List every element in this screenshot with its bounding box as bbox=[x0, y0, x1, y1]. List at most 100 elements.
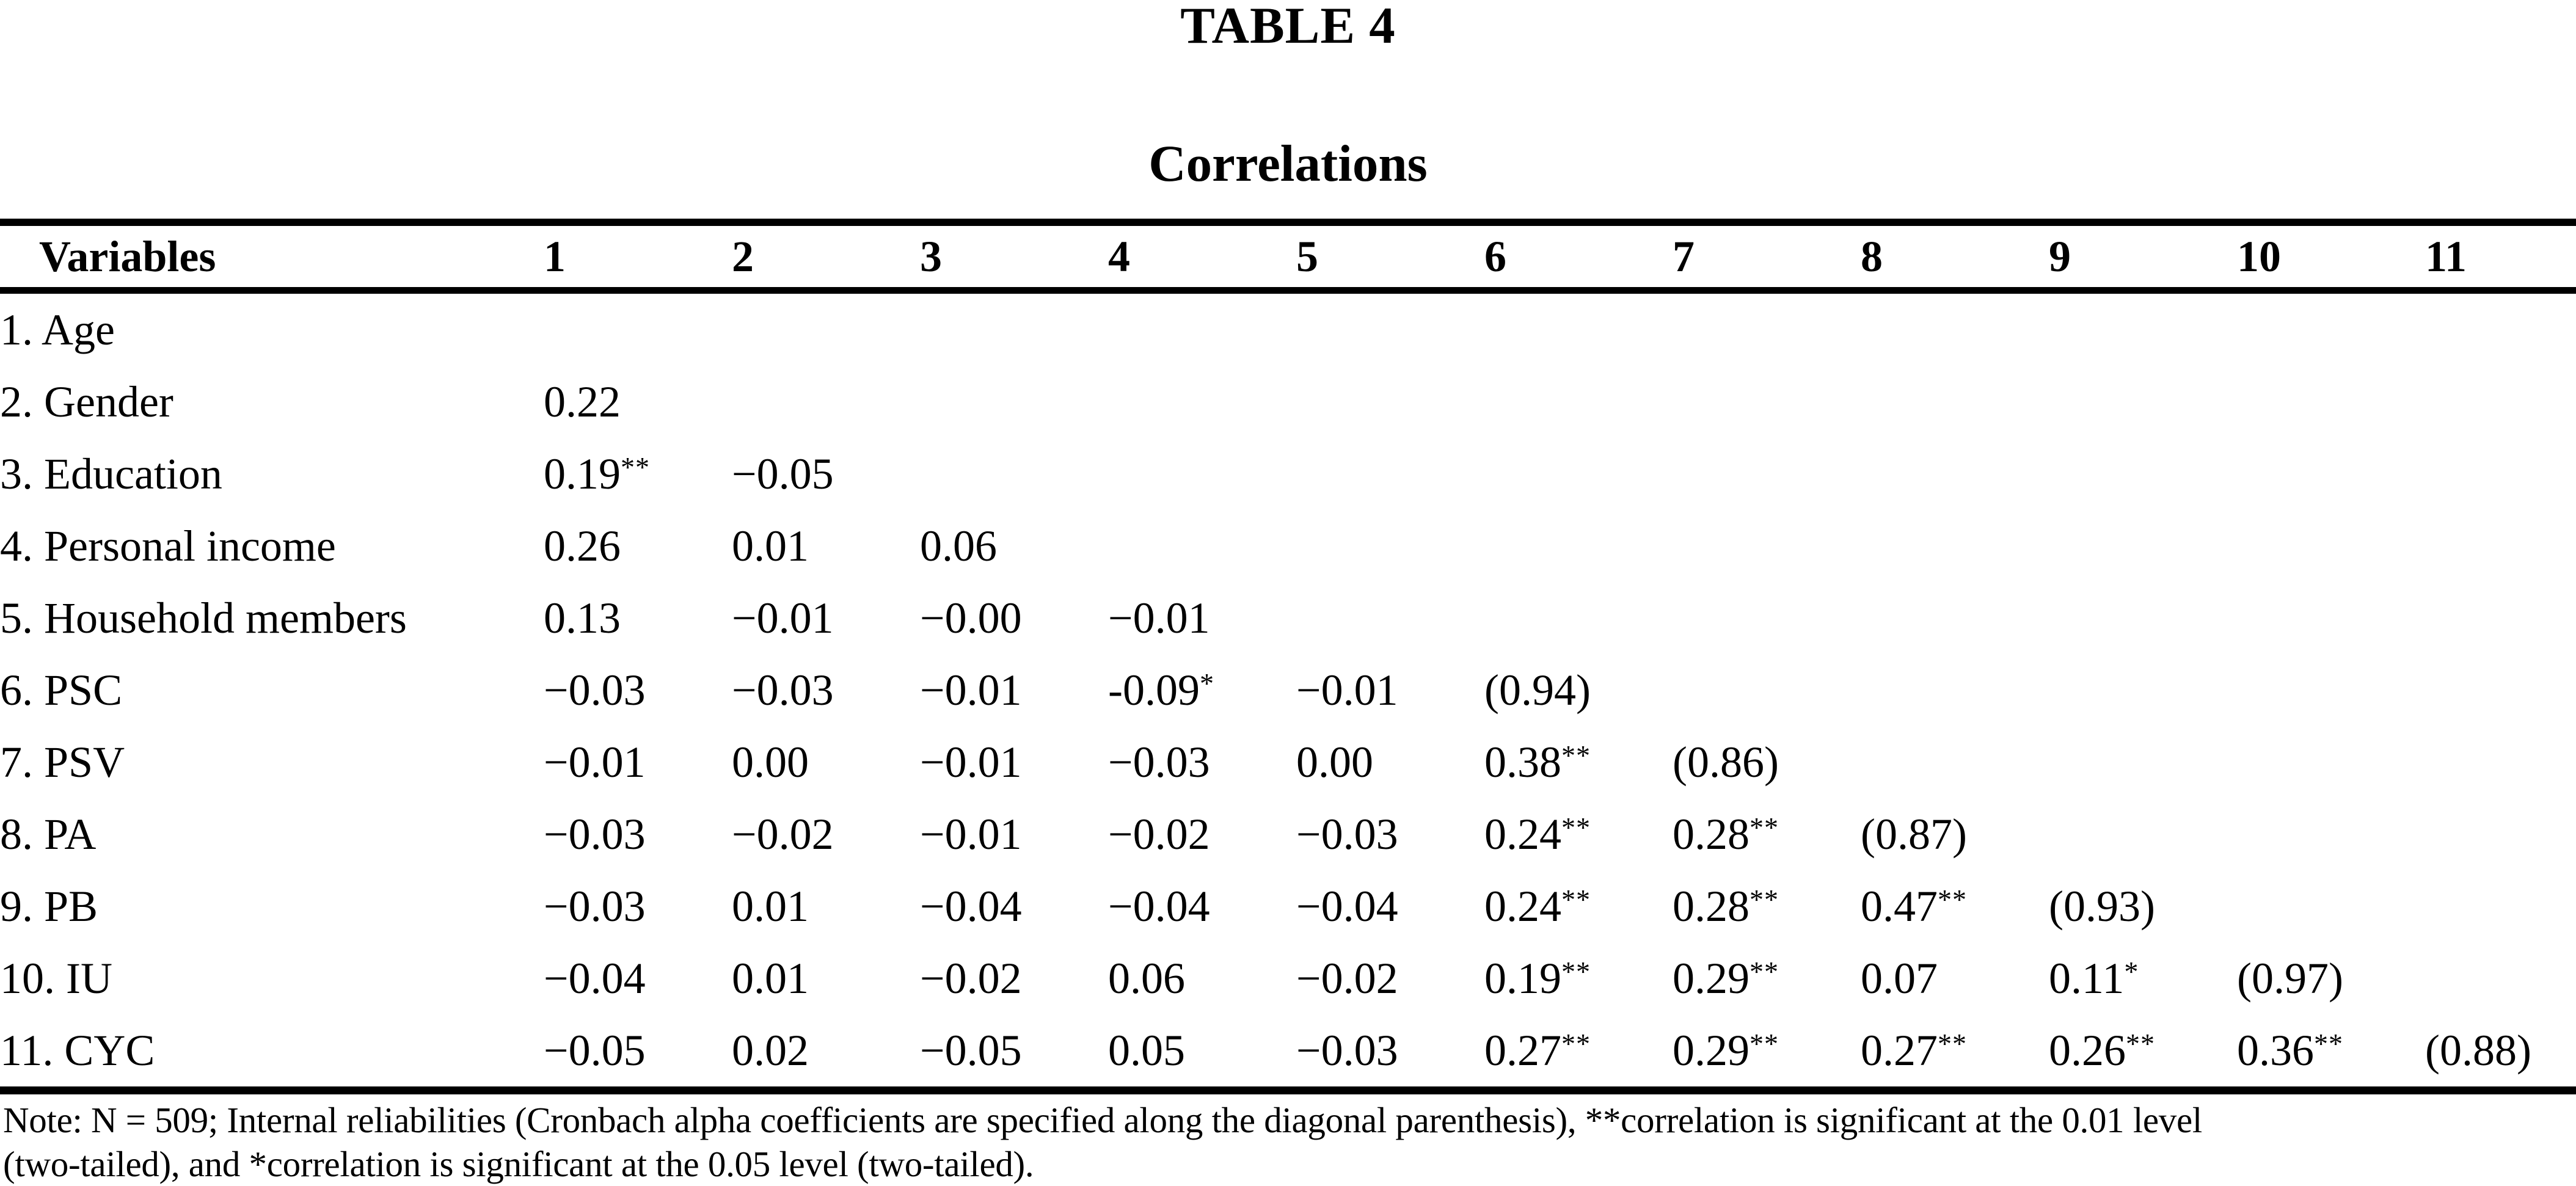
correlation-cell bbox=[1673, 510, 1861, 582]
table-row: 4. Personal income 0.26 0.01 0.06 bbox=[0, 510, 2576, 582]
correlation-cell bbox=[1673, 438, 1861, 510]
correlation-cell bbox=[920, 366, 1108, 438]
correlation-cell bbox=[2425, 582, 2576, 654]
note-line-2: (two-tailed), and *correlation is signif… bbox=[3, 1144, 1034, 1184]
correlation-cell: −0.01 bbox=[920, 738, 1022, 787]
row-label: 1. Age bbox=[0, 305, 115, 354]
correlation-cell: 0.01 bbox=[732, 882, 809, 931]
correlation-cell bbox=[1673, 291, 1861, 366]
correlation-cell: −0.02 bbox=[920, 954, 1022, 1003]
correlation-cell: −0.03 bbox=[544, 666, 646, 715]
correlation-cell bbox=[1296, 582, 1484, 654]
correlation-cell: −0.04 bbox=[544, 954, 646, 1003]
correlation-cell bbox=[2049, 438, 2237, 510]
correlation-cell: 0.29** bbox=[1673, 1026, 1779, 1075]
correlation-cell bbox=[1484, 291, 1673, 366]
significance-stars: ** bbox=[1561, 812, 1591, 843]
row-label: 4. Personal income bbox=[0, 522, 336, 570]
column-header-10: 10 bbox=[2237, 222, 2425, 294]
row-label: 9. PB bbox=[0, 882, 98, 931]
correlation-cell bbox=[1673, 582, 1861, 654]
correlation-cell bbox=[2237, 870, 2425, 942]
correlation-cell bbox=[2049, 798, 2237, 870]
column-header-6: 6 bbox=[1484, 222, 1673, 294]
correlation-cell: 0.38** bbox=[1484, 738, 1591, 787]
column-header-9: 9 bbox=[2049, 222, 2237, 294]
correlation-cell: −0.05 bbox=[732, 449, 834, 498]
note-line-1: Note: N = 509; Internal reliabilities (C… bbox=[3, 1100, 2202, 1140]
correlation-cell: 0.28** bbox=[1673, 882, 1779, 931]
correlation-cell: (0.93) bbox=[2049, 882, 2155, 931]
correlation-cell: 0.11* bbox=[2049, 954, 2139, 1003]
table-row: 3. Education 0.19** −0.05 bbox=[0, 438, 2576, 510]
correlation-cell: −0.02 bbox=[732, 810, 834, 859]
correlation-cell: −0.03 bbox=[1108, 738, 1210, 787]
significance-stars: ** bbox=[1750, 884, 1779, 915]
column-header-2: 2 bbox=[732, 222, 920, 294]
correlation-cell: 0.01 bbox=[732, 954, 809, 1003]
correlation-cell: −0.00 bbox=[920, 594, 1022, 642]
correlation-cell: −0.03 bbox=[732, 666, 834, 715]
correlation-cell: 0.36** bbox=[2237, 1026, 2343, 1075]
correlation-cell bbox=[1673, 366, 1861, 438]
significance-stars: ** bbox=[1750, 1028, 1779, 1060]
correlation-cell: 0.02 bbox=[732, 1026, 809, 1075]
correlation-cell bbox=[1108, 366, 1296, 438]
correlation-cell: −0.05 bbox=[920, 1026, 1022, 1075]
significance-stars: ** bbox=[1561, 1028, 1591, 1060]
correlation-cell bbox=[1861, 366, 2049, 438]
correlation-cell bbox=[2237, 654, 2425, 726]
table-number-heading: TABLE 4 bbox=[1180, 0, 1396, 54]
correlation-cell bbox=[732, 291, 920, 366]
correlation-cell: 0.13 bbox=[544, 594, 621, 642]
correlation-cell bbox=[920, 438, 1108, 510]
correlation-cell: −0.01 bbox=[920, 810, 1022, 859]
correlation-cell bbox=[2425, 654, 2576, 726]
correlation-cell: 0.22 bbox=[544, 377, 621, 426]
correlation-cell bbox=[2237, 291, 2425, 366]
correlation-cell: 0.05 bbox=[1108, 1026, 1185, 1075]
correlation-cell: −0.01 bbox=[1108, 594, 1210, 642]
significance-stars: * bbox=[1199, 668, 1214, 699]
correlation-cell: 0.00 bbox=[732, 738, 809, 787]
correlation-cell: 0.24** bbox=[1484, 810, 1591, 859]
header-row: Variables 1 2 3 4 5 6 7 8 9 10 11 bbox=[0, 222, 2576, 294]
correlation-cell bbox=[2237, 438, 2425, 510]
column-header-variables: Variables bbox=[0, 222, 544, 294]
correlation-cell: 0.19** bbox=[1484, 954, 1591, 1003]
correlation-cell bbox=[2425, 366, 2576, 438]
correlation-cell bbox=[2425, 438, 2576, 510]
correlation-cell bbox=[1861, 291, 2049, 366]
significance-stars: ** bbox=[2126, 1028, 2155, 1060]
table-row: 8. PA −0.03 −0.02 −0.01 −0.02 −0.03 0.24** 0.28… bbox=[0, 798, 2576, 870]
row-label: 7. PSV bbox=[0, 738, 125, 787]
correlation-cell: −0.02 bbox=[1108, 810, 1210, 859]
column-header-7: 7 bbox=[1673, 222, 1861, 294]
correlation-cell: -0.09* bbox=[1108, 666, 1214, 715]
correlation-cell bbox=[2237, 366, 2425, 438]
correlation-cell bbox=[1108, 291, 1296, 366]
correlation-cell: 0.06 bbox=[1108, 954, 1185, 1003]
correlation-cell bbox=[1861, 582, 2049, 654]
column-header-5: 5 bbox=[1296, 222, 1484, 294]
correlation-cell bbox=[2049, 291, 2237, 366]
correlation-cell bbox=[2425, 870, 2576, 942]
correlation-cell: −0.04 bbox=[1296, 882, 1398, 931]
correlation-cell bbox=[1861, 654, 2049, 726]
table-title-heading: Correlations bbox=[1148, 135, 1428, 192]
column-header-11: 11 bbox=[2425, 222, 2576, 294]
correlation-cell bbox=[2049, 654, 2237, 726]
significance-stars: ** bbox=[1750, 956, 1779, 988]
correlation-cell: −0.03 bbox=[544, 810, 646, 859]
correlation-cell bbox=[1108, 510, 1296, 582]
correlation-cell: 0.26** bbox=[2049, 1026, 2155, 1075]
table-body: 1. Age 2. Gender 0.22 3. Education 0.19** −0.… bbox=[0, 291, 2576, 1091]
correlation-cell bbox=[2237, 582, 2425, 654]
correlation-cell: 0.06 bbox=[920, 522, 997, 570]
table-row: 5. Household members 0.13 −0.01 −0.00 −0.01 bbox=[0, 582, 2576, 654]
correlation-cell: (0.94) bbox=[1484, 666, 1591, 715]
row-label: 10. IU bbox=[0, 954, 112, 1003]
column-header-8: 8 bbox=[1861, 222, 2049, 294]
correlation-cell: −0.03 bbox=[544, 882, 646, 931]
correlation-cell bbox=[544, 291, 732, 366]
